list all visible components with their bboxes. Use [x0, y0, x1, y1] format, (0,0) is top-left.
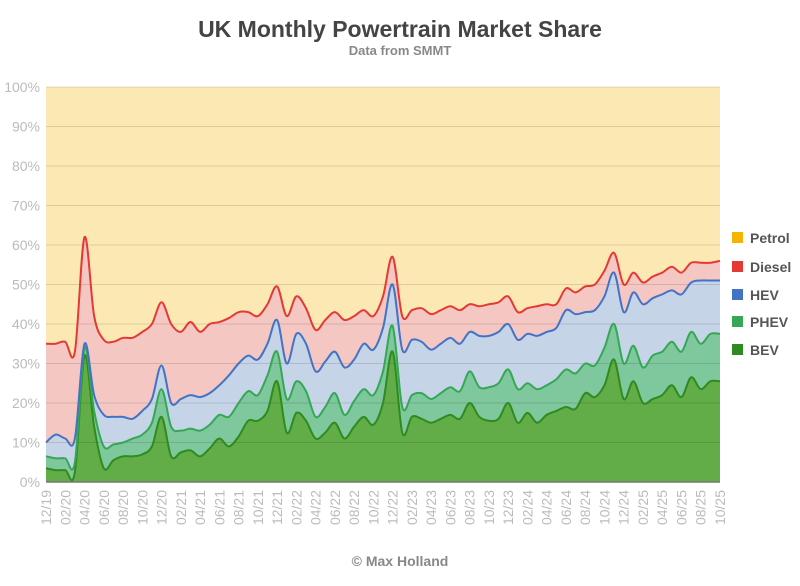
legend-item-hev[interactable]: HEV	[732, 287, 779, 303]
x-tick-label: 04/21	[192, 490, 208, 525]
copyright-footer: © Max Holland	[351, 553, 449, 569]
x-tick-label: 10/24	[596, 490, 612, 525]
x-tick-label: 08/21	[231, 490, 247, 525]
y-tick-label: 30%	[12, 356, 40, 372]
x-tick-label: 10/22	[365, 490, 381, 525]
x-tick-label: 12/19	[38, 490, 54, 525]
x-tick-label: 10/21	[250, 490, 266, 525]
legend-label: Petrol	[750, 230, 790, 246]
legend-label: Diesel	[750, 259, 791, 275]
y-tick-label: 80%	[12, 158, 40, 174]
y-tick-label: 60%	[12, 237, 40, 253]
x-tick-label: 02/24	[519, 490, 535, 525]
x-tick-label: 02/23	[404, 490, 420, 525]
legend-label: BEV	[750, 342, 779, 358]
x-tick-label: 12/20	[154, 490, 170, 525]
y-tick-label: 40%	[12, 316, 40, 332]
y-tick-label: 50%	[12, 277, 40, 293]
legend-swatch	[732, 232, 743, 243]
x-tick-label: 10/20	[134, 490, 150, 525]
x-tick-label: 02/25	[635, 490, 651, 525]
x-tick-label: 10/25	[712, 490, 728, 525]
x-tick-label: 04/25	[654, 490, 670, 525]
line-bev	[45, 350, 721, 481]
x-tick-label: 08/25	[693, 490, 709, 525]
y-tick-label: 10%	[12, 435, 40, 451]
legend-item-bev[interactable]: BEV	[732, 342, 779, 358]
x-tick-label: 06/25	[673, 490, 689, 525]
legend-label: PHEV	[750, 314, 789, 330]
x-tick-label: 08/20	[115, 490, 131, 525]
x-tick-label: 06/23	[442, 490, 458, 525]
y-tick-label: 100%	[4, 79, 40, 95]
x-tick-label: 12/24	[616, 490, 632, 525]
legend-swatch	[732, 261, 743, 272]
x-tick-label: 06/24	[558, 490, 574, 525]
x-tick-label: 12/21	[269, 490, 285, 525]
line-diesel	[45, 236, 721, 359]
area-bev	[46, 351, 720, 482]
x-tick-label: 06/22	[327, 490, 343, 525]
area-petrol	[46, 87, 720, 358]
chart-subtitle: Data from SMMT	[348, 43, 452, 58]
x-tick-label: 04/23	[423, 490, 439, 525]
x-tick-label: 08/24	[577, 490, 593, 525]
x-tick-label: 10/23	[481, 490, 497, 525]
y-tick-label: 70%	[12, 198, 40, 214]
legend-item-petrol[interactable]: Petrol	[732, 230, 790, 246]
x-tick-label: 12/22	[385, 490, 401, 525]
line-hev	[45, 271, 720, 447]
x-tick-label: 04/24	[539, 490, 555, 525]
line-phev	[45, 322, 721, 471]
chart-title: UK Monthly Powertrain Market Share	[198, 16, 602, 42]
x-tick-label: 02/20	[57, 490, 73, 525]
x-tick-label: 02/21	[173, 490, 189, 525]
x-tick-label: 02/22	[288, 490, 304, 525]
x-tick-label: 04/22	[308, 490, 324, 525]
legend-swatch	[732, 316, 743, 327]
y-tick-label: 20%	[12, 395, 40, 411]
legend-item-phev[interactable]: PHEV	[732, 314, 789, 330]
legend-item-diesel[interactable]: Diesel	[732, 259, 791, 275]
x-tick-label: 04/20	[77, 490, 93, 525]
x-tick-label: 08/22	[346, 490, 362, 525]
x-tick-label: 06/21	[211, 490, 227, 525]
x-tick-label: 06/20	[96, 490, 112, 525]
y-tick-label: 90%	[12, 119, 40, 135]
y-tick-label: 0%	[20, 474, 40, 490]
x-tick-label: 12/23	[500, 490, 516, 525]
legend-swatch	[732, 344, 743, 355]
legend-label: HEV	[750, 287, 779, 303]
legend-swatch	[732, 289, 743, 300]
x-tick-label: 08/23	[462, 490, 478, 525]
area-diesel	[46, 236, 720, 446]
